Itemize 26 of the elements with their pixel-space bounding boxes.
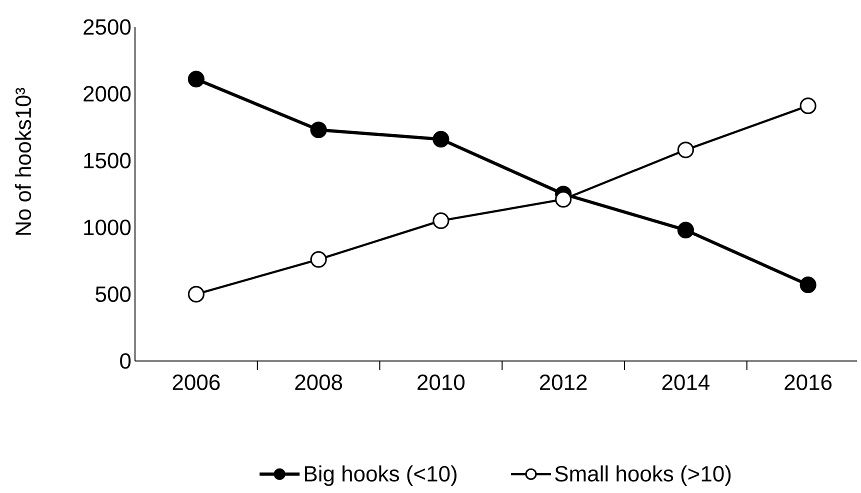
x-tick-label: 2016 [784,374,832,390]
x-tick-label: 2008 [295,374,342,390]
y-tick-label: 1500 [84,152,131,168]
point [310,122,327,138]
point [188,286,204,302]
y-tick-label: 500 [96,286,131,302]
x-tick-label: 2014 [662,374,710,390]
point [677,222,694,238]
x-tick-label: 2010 [418,374,465,390]
y-axis-title: No of hooks10³ [14,88,32,235]
point [800,276,816,294]
point [310,251,327,268]
point [432,130,450,148]
point [800,98,816,114]
point [555,191,572,208]
point [677,142,694,158]
y-tick-label: 0 [120,353,131,369]
point [432,212,450,230]
x-tick-label: 2006 [172,374,220,390]
y-tick-label: 2000 [84,86,131,102]
legend-label: Big hooks (<10) [305,465,456,486]
y-tick-label: 2500 [84,19,131,35]
x-tick-label: 2012 [540,374,587,390]
point [188,70,204,88]
legend-label: Small hooks (>10) [555,465,731,486]
y-tick-label: 1000 [84,220,131,236]
